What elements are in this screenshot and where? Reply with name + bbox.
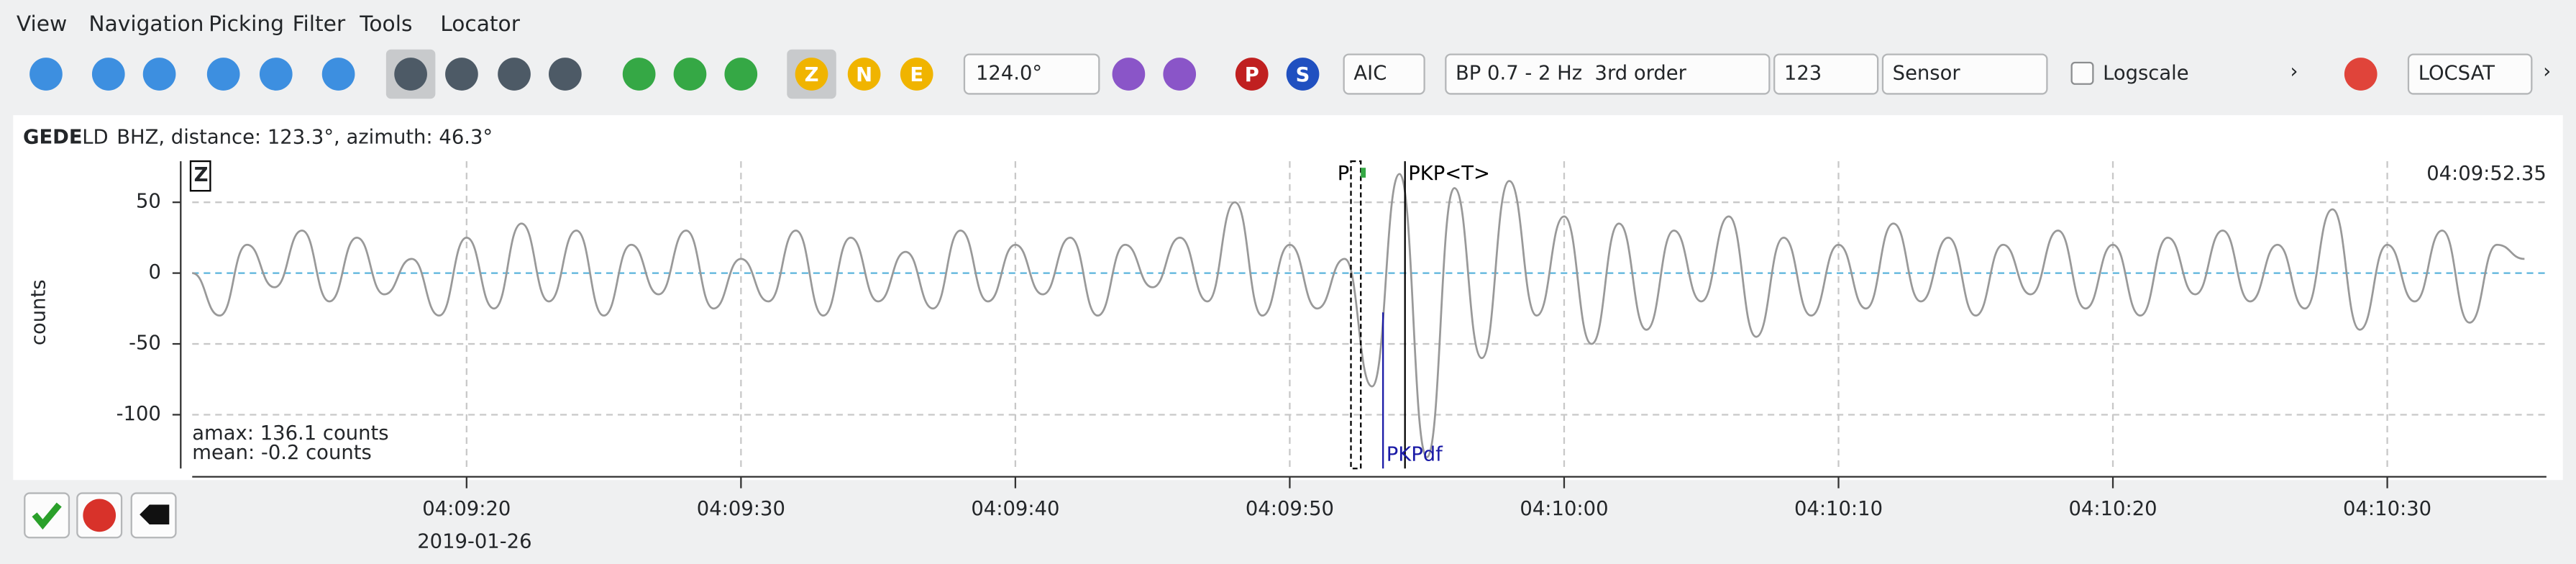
x-tick-label: 04:09:50 — [1246, 498, 1334, 520]
component-button[interactable] — [847, 58, 881, 91]
icon[interactable] — [29, 58, 63, 91]
waveform — [191, 173, 2525, 458]
combo[interactable] — [2407, 53, 2533, 95]
component-label: N — [856, 64, 872, 86]
component-button[interactable] — [900, 58, 933, 91]
icon[interactable] — [394, 58, 427, 91]
time-label: 04:09:52.35 — [2426, 163, 2547, 185]
amax: amax: 136.1 counts — [192, 422, 388, 445]
icon[interactable] — [206, 58, 240, 91]
icon[interactable] — [673, 58, 707, 91]
angle-value: 124.0° — [976, 63, 1042, 85]
icon[interactable] — [445, 58, 478, 91]
y-tick-label: 0 — [148, 261, 160, 283]
icon[interactable] — [549, 58, 582, 91]
menu-item[interactable]: Navigation — [88, 12, 204, 37]
icon[interactable] — [1112, 58, 1146, 91]
component-box — [189, 160, 211, 192]
network: LD — [82, 127, 108, 149]
trace-info: BHZ, distance: 123.3°, azimuth: 46.3° — [117, 127, 493, 149]
component: Z — [194, 164, 209, 186]
action-buttons — [24, 492, 177, 539]
x-tick-label: 04:10:30 — [2343, 498, 2431, 520]
icon[interactable] — [622, 58, 656, 91]
menu-item[interactable]: Tools — [359, 12, 412, 37]
phase-button[interactable] — [1286, 58, 1320, 91]
icon[interactable] — [2344, 58, 2378, 91]
menu-item[interactable]: Locator — [440, 12, 520, 37]
combo[interactable] — [1773, 53, 1879, 95]
phase-label: P — [1245, 64, 1259, 86]
phase-button[interactable] — [1235, 58, 1269, 91]
icon[interactable] — [321, 58, 355, 91]
pick-label: PKPdf — [1387, 444, 1443, 466]
x-tick-label: 04:10:20 — [2069, 498, 2157, 520]
plot: -100 -50 0 50 04:09:20 04:09:30 04:09:40 04:09:… — [117, 160, 2547, 520]
menu-bar: View Navigation Picking Filter Tools Locator — [17, 12, 521, 37]
checkbox[interactable] — [2070, 61, 2094, 85]
locator: LOCSAT — [2419, 63, 2495, 85]
icon — [32, 502, 62, 530]
logscale: Logscale — [2103, 63, 2189, 85]
phase-label: S — [1296, 64, 1310, 86]
channel: 123 — [1784, 63, 1822, 85]
trace-panel — [13, 115, 2563, 481]
date: 2019-01-26 — [417, 531, 531, 553]
x-tick-label: 04:10:10 — [1794, 498, 1883, 520]
icon[interactable] — [1163, 58, 1197, 91]
icon[interactable] — [142, 58, 176, 91]
x-tick-label: 04:09:40 — [971, 498, 1059, 520]
picker: AIC — [1353, 63, 1387, 85]
pick-marker — [1361, 168, 1366, 178]
toolbar: 124.0° AIC BP 0.7 - 2 Hz 3rd order 123 S… — [29, 49, 2551, 99]
component-label: Z — [805, 64, 819, 86]
more[interactable]: › — [2543, 60, 2551, 83]
unit: Sensor — [1893, 63, 1961, 85]
menu-item[interactable]: Filter — [293, 12, 346, 37]
pick-label: P — [1338, 163, 1350, 185]
x-tick-label: 04:10:00 — [1520, 498, 1608, 520]
menu-item[interactable]: Picking — [209, 12, 284, 37]
combo[interactable] — [1445, 53, 1771, 95]
mean: mean: -0.2 counts — [192, 442, 371, 464]
pick-label: PKP<T> — [1408, 163, 1490, 185]
x-tick-label: 04:09:20 — [422, 498, 511, 520]
component-label: E — [910, 64, 923, 86]
y-tick-label: -100 — [117, 403, 161, 425]
y-tick-label: 50 — [136, 191, 161, 213]
combo[interactable] — [1343, 53, 1425, 95]
y-tick-label: -50 — [129, 332, 161, 355]
icon — [83, 499, 117, 532]
spinbox[interactable] — [963, 53, 1100, 95]
component-button[interactable] — [795, 58, 828, 91]
more[interactable]: › — [2290, 60, 2298, 83]
icon — [140, 504, 170, 524]
y-axis-label: counts — [27, 279, 50, 345]
station: GEDE — [23, 127, 83, 149]
menu-item[interactable]: View — [17, 12, 67, 37]
icon[interactable] — [91, 58, 125, 91]
pick-box — [1350, 160, 1362, 470]
icon[interactable] — [259, 58, 293, 91]
combo[interactable] — [1881, 53, 2048, 95]
filter: BP 0.7 - 2 Hz 3rd order — [1456, 63, 1687, 85]
x-tick-label: 04:09:30 — [697, 498, 785, 520]
icon[interactable] — [724, 58, 758, 91]
icon[interactable] — [498, 58, 531, 91]
